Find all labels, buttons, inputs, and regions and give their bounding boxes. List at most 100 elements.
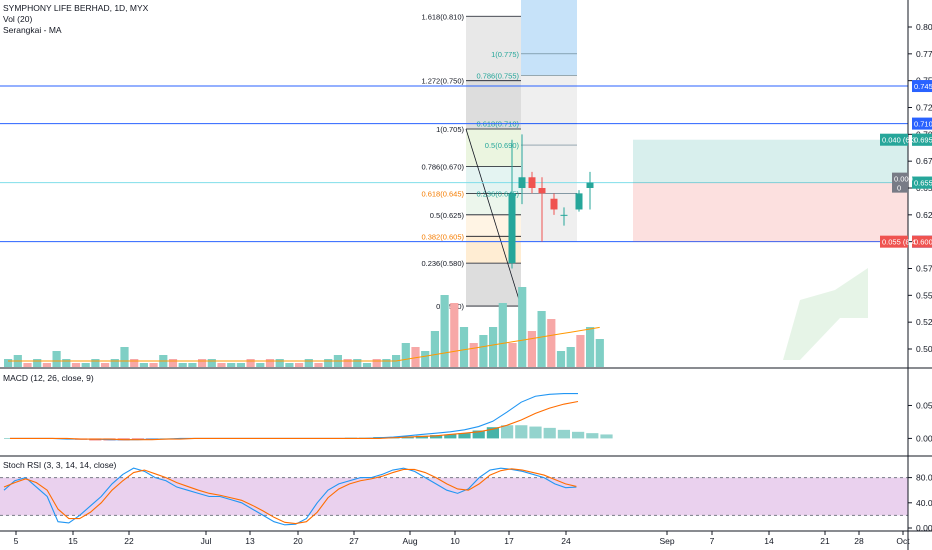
price-tick-label: 0.500 xyxy=(916,344,932,354)
macd-histogram-bar xyxy=(415,435,428,439)
price-pane[interactable]: 0(0.540)0.236(0.580)0.382(0.605)0.5(0.62… xyxy=(0,0,908,367)
price-tick-label: 0.525 xyxy=(916,317,932,327)
fib-level-label: 0.5(0.625) xyxy=(430,211,465,220)
stoch-legend: Stoch RSI (3, 3, 14, 14, close) xyxy=(3,460,116,471)
volume-bar xyxy=(421,351,430,367)
ma-legend: Serangkai - MA xyxy=(3,25,62,35)
volume-bar xyxy=(236,363,245,367)
price-tag-label: 0.745 xyxy=(914,82,932,91)
volume-bar xyxy=(101,363,110,367)
volume-bar xyxy=(537,311,546,367)
entry-tag-sub: 0 xyxy=(897,184,901,193)
volume-bar xyxy=(178,363,187,367)
price-tag-label: 0.710 xyxy=(914,120,932,129)
position-target-zone xyxy=(633,139,908,183)
fib-right-label: 0.236(0.645) xyxy=(476,189,519,198)
volume-bar xyxy=(246,359,255,367)
volume-bar xyxy=(62,359,71,367)
volume-bar xyxy=(343,359,352,367)
volume-bar xyxy=(42,363,51,367)
candle-body xyxy=(538,188,546,194)
volume-bar xyxy=(595,339,604,367)
volume-bar xyxy=(547,319,556,367)
time-tick-label: 15 xyxy=(68,536,78,546)
volume-ma-line xyxy=(8,326,600,362)
candle-body xyxy=(528,177,536,188)
volume-bar xyxy=(295,363,304,367)
price-tick-label: 0.775 xyxy=(916,49,932,59)
fib-level-label: 0.236(0.580) xyxy=(421,259,464,268)
candle-body xyxy=(586,182,594,188)
fib-zone xyxy=(466,80,521,129)
time-tick-label: 10 xyxy=(450,536,460,546)
macd-histogram-bar xyxy=(444,434,457,439)
price-legend: SYMPHONY LIFE BERHAD, 1D, MYX Vol (20) S… xyxy=(3,3,148,36)
macd-tick-label: 0.000 xyxy=(916,433,932,443)
volume-legend: Vol (20) xyxy=(3,14,33,24)
volume-bar xyxy=(207,359,216,367)
volume-bar xyxy=(353,359,362,367)
volume-bar xyxy=(362,363,372,367)
time-tick-label: 27 xyxy=(349,536,359,546)
stoch-d-line xyxy=(3,468,577,525)
fib-level-label: 1.618(0.810) xyxy=(421,12,464,21)
entry-tag xyxy=(892,172,908,193)
fib-right-label: 0.786(0.755) xyxy=(476,71,519,80)
volume-bar xyxy=(33,359,42,367)
volume-bar xyxy=(91,359,100,367)
projection-shape xyxy=(783,268,868,360)
volume-bar xyxy=(120,347,129,367)
volume-bar xyxy=(518,287,527,367)
macd-pane[interactable] xyxy=(4,393,613,441)
volume-bar xyxy=(556,351,566,367)
stoch-pane[interactable] xyxy=(0,467,908,526)
stoch-tick-label: 40.00 xyxy=(916,498,932,508)
price-tag-label: 0.600 xyxy=(914,238,932,247)
price-tag xyxy=(912,133,932,146)
time-tick-label: 24 xyxy=(561,536,571,546)
fib-zone-blue xyxy=(521,0,577,76)
volume-bar xyxy=(110,359,119,367)
volume-bar xyxy=(479,335,488,367)
volume-bar xyxy=(372,359,381,367)
fib-zone xyxy=(466,193,521,215)
macd-histogram-bar xyxy=(430,435,443,439)
macd-histogram-bar xyxy=(515,425,528,439)
volume-bar xyxy=(430,331,439,367)
price-tick-label: 0.550 xyxy=(916,290,932,300)
volume-bar xyxy=(188,363,197,367)
price-tag xyxy=(912,235,932,248)
price-tick-label: 0.625 xyxy=(916,210,932,220)
volume-bar xyxy=(198,359,207,367)
price-tag xyxy=(912,117,932,130)
volume-bar xyxy=(508,343,517,367)
volume-bar xyxy=(256,363,265,367)
volume-bar xyxy=(52,351,61,367)
time-tick-label: 21 xyxy=(820,536,830,546)
volume-bar xyxy=(498,303,507,367)
volume-bar xyxy=(450,303,459,367)
macd-histogram-bar xyxy=(586,433,599,439)
fib-right-label: 0.5(0.690) xyxy=(485,141,520,150)
volume-bar xyxy=(411,347,420,367)
volume-bar xyxy=(304,359,313,367)
volume-bar xyxy=(130,359,139,367)
volume-bar xyxy=(23,363,32,367)
time-tick-label: 22 xyxy=(124,536,134,546)
target-tag xyxy=(880,133,908,146)
volume-bar xyxy=(382,359,391,367)
time-tick-label: Sep xyxy=(659,536,674,546)
volume-bar xyxy=(469,343,478,367)
price-tag xyxy=(912,80,932,93)
stoch-tick-label: 80.00 xyxy=(916,473,932,483)
macd-histogram-bar xyxy=(557,429,570,439)
volume-bar xyxy=(489,327,498,367)
time-tick-label: 17 xyxy=(504,536,514,546)
volume-bar xyxy=(149,363,158,367)
volume-bar xyxy=(576,335,585,367)
candle-body xyxy=(575,193,583,210)
candle-body xyxy=(560,214,568,216)
fib-level-label: 1.272(0.750) xyxy=(421,77,464,86)
